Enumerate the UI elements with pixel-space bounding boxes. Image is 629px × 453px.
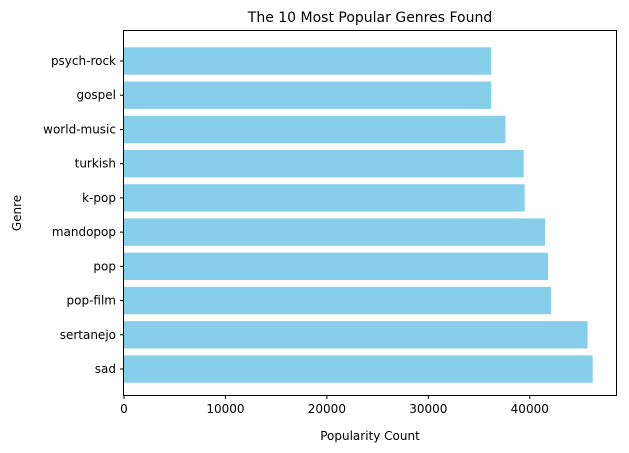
bar-k-pop [124, 184, 525, 212]
bar-psych-rock [124, 47, 492, 75]
bar-sertanejo [124, 321, 588, 349]
plot-frame [123, 30, 617, 396]
y-tick-label: pop [93, 259, 116, 273]
y-tick-label: pop-film [67, 294, 117, 308]
bar-gospel [124, 81, 492, 109]
y-tick-label: mandopop [52, 225, 116, 239]
y-tick-label: k-pop [82, 191, 116, 205]
bar-pop [124, 252, 549, 281]
y-tick-label: sad [95, 362, 116, 376]
y-tick-label: sertanejo [60, 328, 116, 342]
bar-world-music [124, 115, 506, 144]
y-tick-label: world-music [43, 122, 116, 136]
x-axis-ticks: 0 10000 20000 30000 40000 [120, 395, 549, 416]
y-tick-label: gospel [76, 88, 116, 102]
bar-pop-film [124, 286, 552, 315]
y-axis-ticks: psych-rock gospel world-music turkish k-pop m… [43, 54, 124, 376]
bar-sad [124, 355, 593, 383]
y-tick-label: psych-rock [51, 54, 116, 68]
bar-mandopop [124, 218, 545, 246]
x-tick-label: 20000 [308, 402, 346, 416]
bar-turkish [124, 149, 524, 178]
x-tick-label: 0 [120, 402, 128, 416]
x-tick-label: 40000 [511, 402, 549, 416]
x-tick-label: 10000 [206, 402, 244, 416]
y-axis-label: Genre [10, 195, 24, 231]
y-tick-label: turkish [75, 157, 116, 171]
chart-title: The 10 Most Popular Genres Found [247, 10, 492, 26]
x-axis-label: Popularity Count [320, 429, 420, 443]
x-tick-label: 30000 [409, 402, 447, 416]
bars-group [124, 47, 593, 383]
